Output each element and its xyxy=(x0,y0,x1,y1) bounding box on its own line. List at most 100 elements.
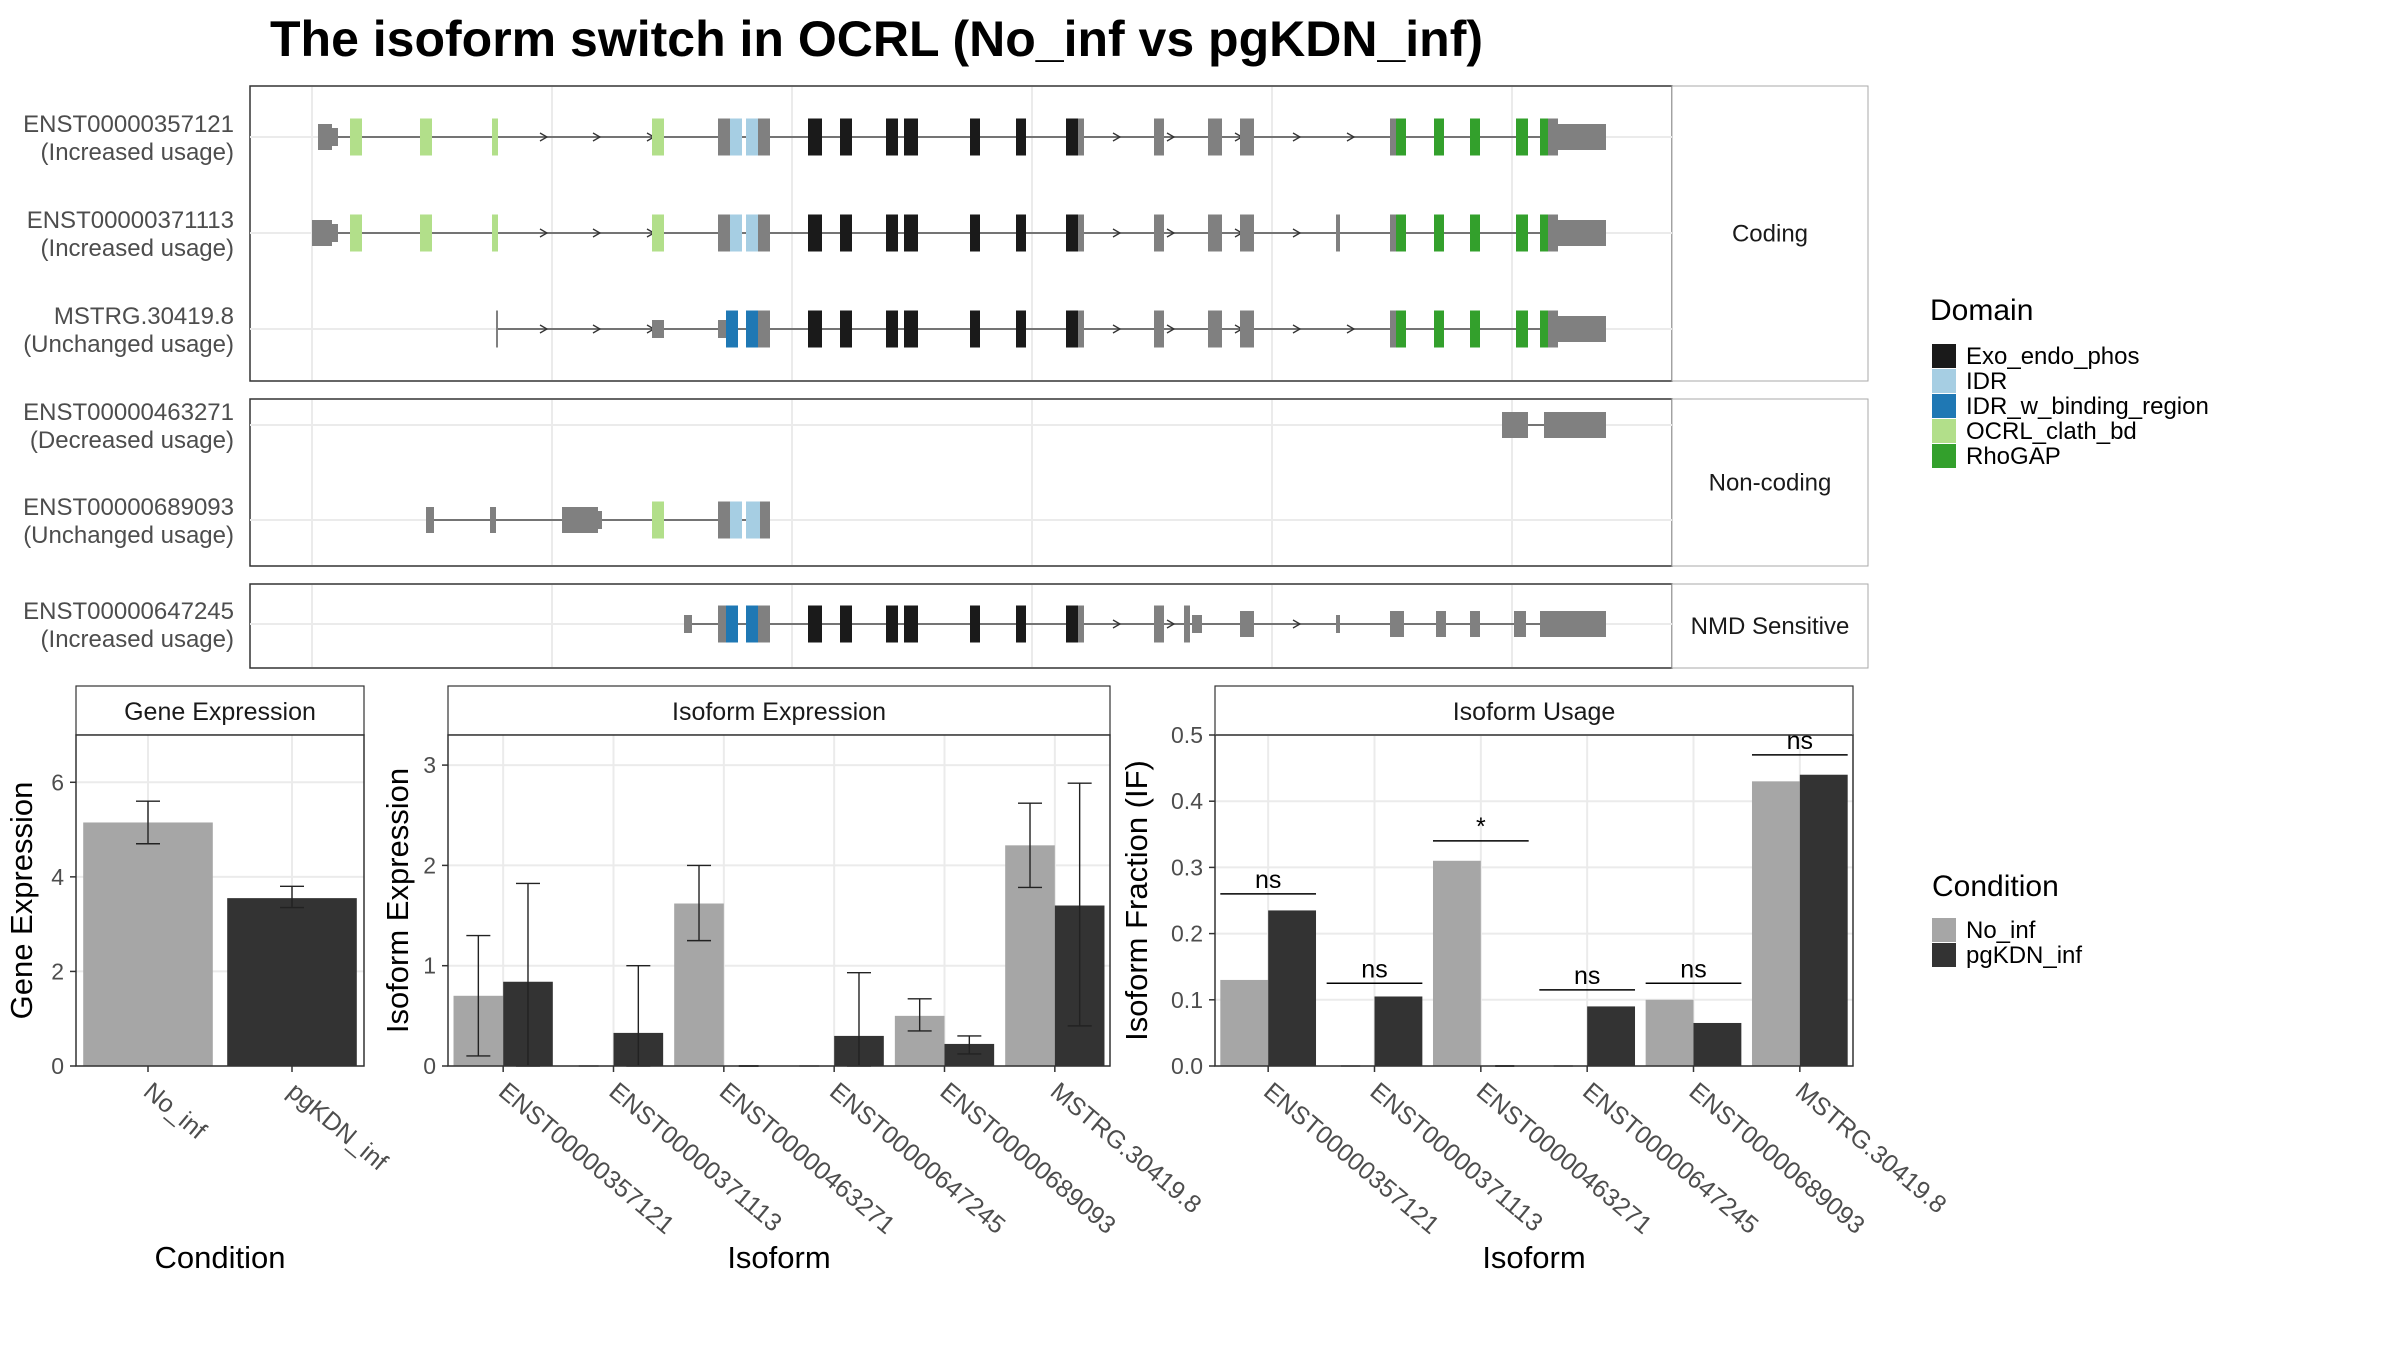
exon-block xyxy=(318,124,332,150)
exon-block xyxy=(492,214,498,252)
x-tick-label: ENST00000689093 xyxy=(1684,1077,1870,1240)
isoform-usage-label: (Unchanged usage) xyxy=(23,522,234,549)
group-strip-label: Non-coding xyxy=(1709,470,1832,497)
bar xyxy=(1220,979,1269,1066)
exon-block xyxy=(730,214,742,252)
y-tick-label: 0.2 xyxy=(1171,921,1203,947)
exon-block xyxy=(746,605,760,643)
significance-label: ns xyxy=(1680,955,1706,983)
group-strip-2 xyxy=(1671,583,1869,669)
chart-strip-title: Gene Expression xyxy=(124,698,316,726)
strand-arrow xyxy=(592,324,602,334)
significance-label: ns xyxy=(1787,727,1813,755)
isoform-usage-label: (Increased usage) xyxy=(41,139,234,166)
exon-block xyxy=(1078,118,1084,156)
exon-block xyxy=(808,605,822,643)
exon-block xyxy=(420,118,432,156)
x-tick-label: ENST00000463271 xyxy=(1471,1077,1657,1240)
condition-legend-key xyxy=(1932,943,1956,967)
exon-block xyxy=(718,320,728,338)
bar xyxy=(1268,910,1317,1066)
y-axis-title: Gene Expression xyxy=(4,782,39,1020)
strand-arrow xyxy=(1292,324,1302,334)
strand-arrow xyxy=(539,228,549,238)
exon-block xyxy=(1154,310,1164,348)
x-tick-label: No_inf xyxy=(138,1077,211,1145)
exon-block xyxy=(730,118,742,156)
exon-block xyxy=(490,507,496,533)
exon-block xyxy=(1192,615,1202,633)
bar xyxy=(1587,1006,1636,1066)
y-tick-label: 1 xyxy=(423,953,436,979)
exon-block xyxy=(1502,412,1528,438)
exon-block xyxy=(312,220,332,246)
exon-block xyxy=(1240,310,1254,348)
exon-block xyxy=(758,605,770,643)
exon-block xyxy=(760,501,770,539)
exon-block xyxy=(840,310,852,348)
exon-block xyxy=(420,214,432,252)
bar xyxy=(83,822,213,1066)
exon-block xyxy=(1516,118,1528,156)
chart-panel-bg xyxy=(1215,735,1853,1066)
chart-strip xyxy=(447,685,1111,736)
isoform-usage-label: (Increased usage) xyxy=(41,235,234,262)
exon-block xyxy=(970,118,980,156)
exon-block xyxy=(904,310,918,348)
exon-block xyxy=(1556,124,1606,150)
bar xyxy=(1799,774,1848,1066)
y-tick-label: 0.4 xyxy=(1171,788,1203,814)
y-axis-title: Isoform Expression xyxy=(380,768,415,1033)
strand-arrow xyxy=(1166,228,1176,238)
exon-block xyxy=(652,118,664,156)
y-tick-label: 3 xyxy=(423,752,436,778)
bar xyxy=(1432,860,1481,1066)
exon-block xyxy=(350,118,362,156)
isoform-label: ENST00000357121 xyxy=(23,111,234,138)
exon-block xyxy=(1548,118,1558,156)
y-tick-label: 2 xyxy=(423,852,436,878)
exon-block xyxy=(332,224,338,242)
exon-block xyxy=(1066,214,1080,252)
exon-block xyxy=(808,310,822,348)
significance-label: * xyxy=(1476,813,1486,841)
exon-block xyxy=(746,118,760,156)
exon-block xyxy=(1208,310,1222,348)
exon-block xyxy=(1540,214,1548,252)
group-strip-1 xyxy=(1671,398,1869,567)
exon-block xyxy=(492,118,498,156)
y-tick-label: 0.3 xyxy=(1171,854,1203,880)
exon-block xyxy=(1016,310,1026,348)
chart-panel-border xyxy=(1214,734,1854,1067)
significance-label: ns xyxy=(1255,866,1281,894)
x-axis-title: Isoform xyxy=(1482,1240,1585,1275)
bar xyxy=(1645,999,1694,1066)
exon-block xyxy=(1066,605,1080,643)
isoform-label: ENST00000371113 xyxy=(27,207,234,234)
exon-block xyxy=(970,310,980,348)
strand-arrow xyxy=(1112,228,1122,238)
chart-strip-title: Isoform Usage xyxy=(1453,698,1616,726)
exon-block xyxy=(1208,118,1222,156)
domain-legend-key xyxy=(1932,344,1956,368)
exon-block xyxy=(1078,605,1084,643)
chart-panel-border xyxy=(447,734,1111,1067)
strand-arrow xyxy=(539,132,549,142)
condition-legend-label: No_inf xyxy=(1966,917,2036,944)
exon-block xyxy=(1240,214,1254,252)
isoform-label: ENST00000689093 xyxy=(23,494,234,521)
exon-block xyxy=(652,320,664,338)
y-tick-label: 0.5 xyxy=(1171,722,1203,748)
exon-block xyxy=(350,214,362,252)
y-tick-label: 0 xyxy=(51,1053,64,1079)
exon-block xyxy=(718,118,732,156)
exon-block xyxy=(1434,214,1444,252)
exon-block xyxy=(652,501,664,539)
exon-block xyxy=(1336,214,1340,252)
domain-legend-label: IDR_w_binding_region xyxy=(1966,393,2209,420)
condition-legend-title: Condition xyxy=(1932,870,2059,903)
exon-block xyxy=(1434,310,1444,348)
legends: Domain Exo_endo_phosIDRIDR_w_binding_regi… xyxy=(1930,294,2209,969)
